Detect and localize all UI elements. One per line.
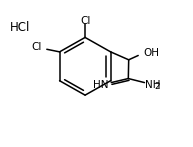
Text: HN: HN (93, 80, 109, 90)
Text: Cl: Cl (80, 16, 90, 26)
Text: Cl: Cl (31, 42, 42, 52)
Text: NH: NH (146, 80, 161, 90)
Text: HCl: HCl (10, 21, 31, 34)
Text: 2: 2 (154, 82, 160, 91)
Text: OH: OH (143, 48, 159, 58)
